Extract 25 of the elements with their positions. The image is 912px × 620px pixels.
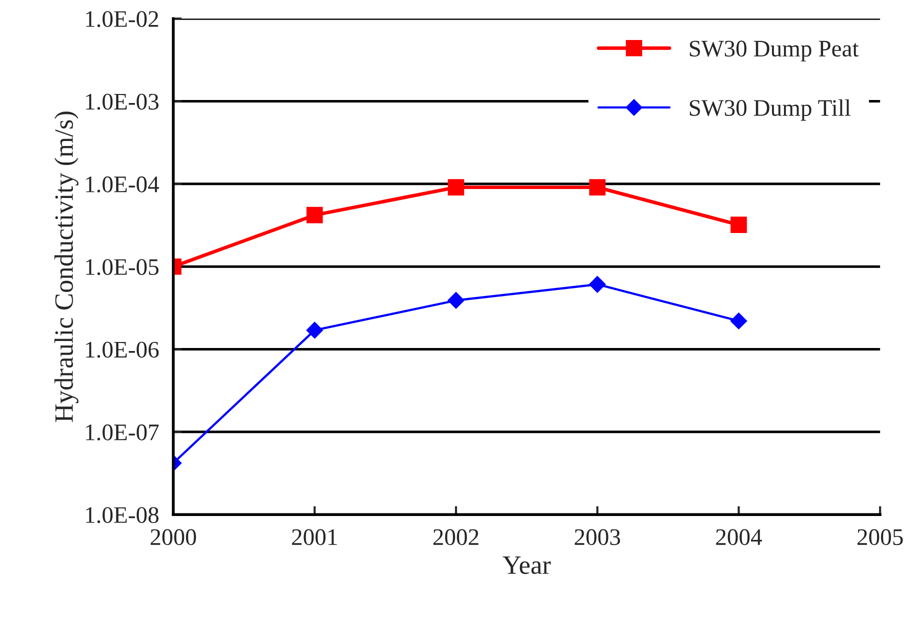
y-axis-title: Hydraulic Conductivity (m/s) bbox=[54, 112, 78, 422]
point bbox=[448, 179, 464, 196]
point bbox=[306, 322, 324, 339]
x-tick-label: 2002 bbox=[433, 529, 478, 546]
y-tick-label: 1.0E-04 bbox=[86, 176, 160, 192]
x-tick-label: 2005 bbox=[858, 529, 903, 546]
point bbox=[589, 179, 606, 196]
y-tick-label: 1.0E-05 bbox=[86, 259, 158, 276]
y-tick-label: 1.0E-03 bbox=[86, 94, 158, 110]
point bbox=[588, 276, 606, 293]
legend-label: SW30 Dump Peat bbox=[690, 40, 859, 62]
point bbox=[306, 206, 323, 224]
y-tick-label: 1.0E-06 bbox=[86, 342, 159, 358]
y-tick-label: 1.0E-02 bbox=[86, 11, 158, 28]
x-tick-label: 2000 bbox=[150, 529, 196, 546]
y-tick-label: 1.0E-07 bbox=[86, 424, 159, 440]
y-tick-label: 1.0E-08 bbox=[86, 507, 158, 524]
x-tick-label: 2003 bbox=[574, 529, 620, 546]
legend-label: SW30 Dump Till bbox=[690, 99, 851, 121]
point bbox=[448, 292, 464, 309]
x-axis-title: Year bbox=[502, 556, 551, 574]
point bbox=[730, 216, 747, 233]
x-tick-label: 2004 bbox=[716, 529, 762, 546]
point bbox=[730, 312, 748, 330]
x-tick-label: 2001 bbox=[292, 529, 337, 546]
